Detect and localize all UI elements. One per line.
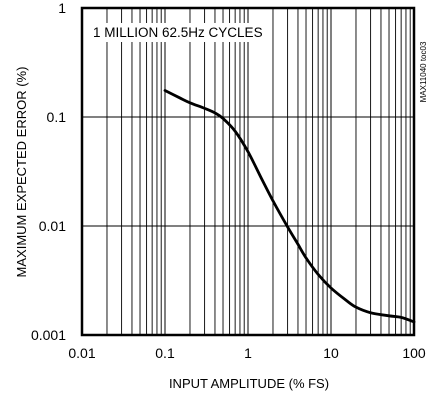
x-axis-title: INPUT AMPLITUDE (% FS) <box>169 376 329 391</box>
y-tick-label: 1 <box>58 0 66 16</box>
annotation-text: 1 MILLION 62.5Hz CYCLES <box>93 25 263 40</box>
series-layer <box>163 89 416 324</box>
y-axis-title: MAXIMUM EXPECTED ERROR (%) <box>14 67 29 278</box>
x-tick-label: 100 <box>402 345 426 361</box>
figure-id: MAX11040 toc03 <box>419 41 428 102</box>
x-tick-label: 0.1 <box>155 345 175 361</box>
y-tick-label: 0.1 <box>47 109 67 125</box>
y-tick-label: 0.001 <box>31 327 66 343</box>
error-curve <box>163 89 416 324</box>
x-tick-label: 1 <box>244 345 252 361</box>
plot-frame <box>80 6 416 337</box>
annotation-background <box>89 23 267 42</box>
x-tick-label: 0.01 <box>68 345 95 361</box>
grid <box>82 8 414 335</box>
y-tick-label: 0.01 <box>39 218 66 234</box>
x-tick-label: 10 <box>323 345 339 361</box>
